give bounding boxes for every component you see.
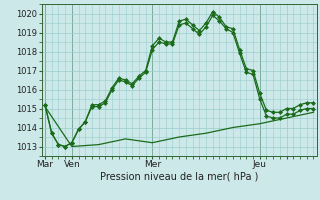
- X-axis label: Pression niveau de la mer( hPa ): Pression niveau de la mer( hPa ): [100, 172, 258, 182]
